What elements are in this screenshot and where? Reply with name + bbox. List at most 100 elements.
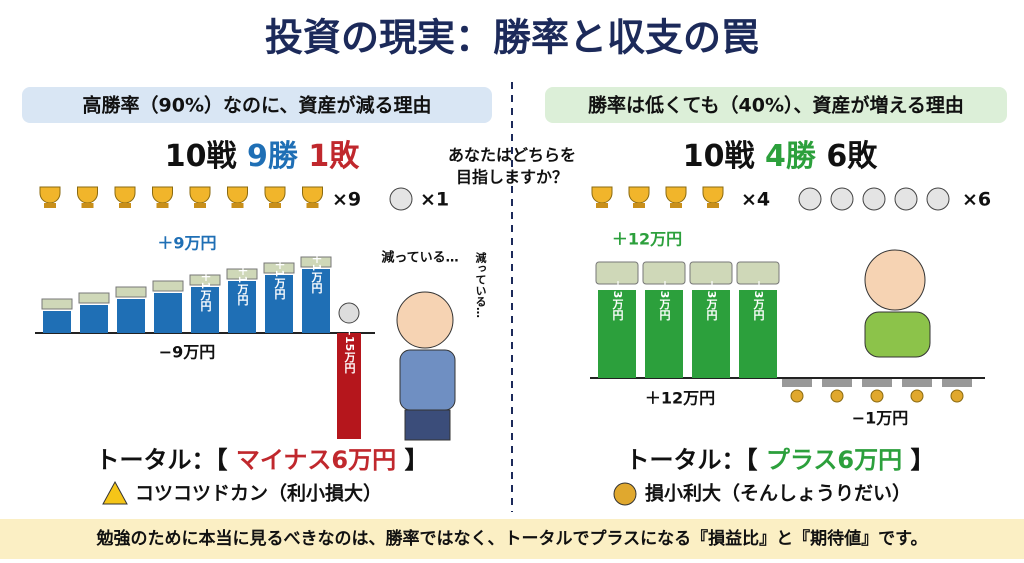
count: ×1	[420, 189, 449, 211]
trophy-icon	[39, 186, 61, 204]
speech: 減っている…	[381, 250, 458, 266]
total-part: マイナス6万円	[236, 446, 396, 474]
win-bar	[154, 293, 182, 333]
loss-bar	[862, 379, 892, 387]
footer-band	[0, 519, 1024, 559]
win-bar	[43, 311, 71, 333]
trophy-icon	[633, 203, 645, 208]
coin-icon	[950, 389, 964, 403]
bar-label: ＋1万円	[236, 265, 250, 306]
win-bar	[80, 305, 108, 333]
question: 目指しますか？	[456, 168, 568, 187]
total: トータル：【 プラス6万円 】	[626, 446, 935, 474]
total-part: トータル：【	[96, 446, 228, 474]
bar-label: ＋1万円	[199, 271, 213, 312]
cash-icon	[78, 292, 110, 304]
count: ×4	[741, 189, 770, 211]
bar-label: −15万円	[343, 327, 357, 374]
trophy-icon	[227, 186, 248, 204]
cash-icon	[263, 262, 295, 274]
bar-label: 減っている…	[474, 251, 487, 318]
trophy-icon	[81, 203, 94, 208]
trophy-icon	[269, 203, 281, 208]
cash-icon	[226, 268, 258, 280]
cash-icon	[595, 261, 639, 285]
coin-icon	[910, 389, 924, 403]
loss-bar	[782, 379, 812, 387]
trophy-icon	[231, 203, 244, 208]
trophy-icon	[114, 186, 136, 204]
record: 10戦 9勝 1敗	[165, 139, 360, 174]
skull-icon	[338, 302, 360, 324]
win-bar	[228, 281, 256, 333]
trophy-icon	[44, 203, 56, 208]
win-bar	[598, 290, 636, 378]
subtitle-box	[545, 87, 1007, 123]
person-body	[399, 349, 456, 411]
bar-label: ＋3万円	[658, 280, 672, 321]
count: ×9	[332, 189, 361, 211]
win-bar	[739, 290, 777, 378]
gain-total: ＋12万円	[645, 389, 715, 408]
record-part: 6敗	[826, 139, 878, 174]
cash-icon	[300, 256, 332, 268]
win-bar	[692, 290, 730, 378]
record-part: 10戦	[165, 139, 237, 174]
total-part: トータル：【	[626, 446, 758, 474]
trophy-icon	[189, 186, 211, 204]
skull-icon	[389, 187, 413, 211]
cash-icon	[41, 298, 73, 310]
skull-icon	[926, 187, 950, 211]
trophy-icon	[119, 203, 131, 208]
trophy-icon	[156, 203, 169, 208]
bar-label: ＋1万円	[273, 259, 287, 300]
win-bar	[191, 287, 219, 333]
cash-icon	[189, 274, 221, 286]
record: 10戦 4勝 6敗	[683, 139, 878, 174]
trophy-icon	[306, 203, 319, 208]
trophy-icon	[596, 203, 608, 208]
trophy-icon	[264, 186, 286, 204]
cash-icon	[152, 280, 184, 292]
total-part: 】	[404, 446, 428, 474]
bar-label: ＋3万円	[705, 280, 719, 321]
trophy-icon	[702, 186, 724, 204]
bar-label: ＋3万円	[611, 280, 625, 321]
person-body	[864, 311, 931, 358]
title: 投資の現実：勝率と収支の罠	[265, 16, 759, 60]
motto: コツコツドカン（利小損大）	[135, 482, 382, 505]
footer: 勉強のために本当に見るべきなのは、勝率ではなく、トータルでプラスになる『損益比』…	[96, 528, 928, 549]
record-part: 9勝	[247, 139, 299, 174]
cash-icon	[736, 261, 780, 285]
warning-icon	[102, 480, 128, 505]
loss-bar	[822, 379, 852, 387]
cash-icon	[642, 261, 686, 285]
loss-bar	[942, 379, 972, 387]
gain-label: ＋9万円	[157, 234, 216, 253]
subtitle-box	[22, 87, 492, 123]
trophy-icon	[670, 203, 682, 208]
trophy-icon	[302, 186, 323, 204]
trophy-icon	[628, 186, 650, 204]
record-part: 4勝	[765, 139, 817, 174]
person-head	[864, 249, 926, 311]
loss-label: −1万円	[852, 409, 909, 428]
skull-icon	[862, 187, 886, 211]
subtitle: 高勝率（90%）なのに、資産が減る理由	[83, 94, 432, 117]
medal-icon	[613, 482, 637, 506]
loss-bar	[337, 333, 361, 439]
trophy-icon	[77, 186, 98, 204]
trophy-icon	[665, 186, 687, 204]
bar-label: ＋3万円	[752, 280, 766, 321]
gain-label: ＋12万円	[612, 230, 682, 249]
win-bar	[117, 299, 145, 333]
win-bar	[265, 275, 293, 333]
loss-bar	[902, 379, 932, 387]
subtitle: 勝率は低くても（40%）、資産が増える理由	[588, 94, 964, 117]
count: ×6	[962, 189, 991, 211]
coin-icon	[870, 389, 884, 403]
skull-icon	[830, 187, 854, 211]
total: トータル：【 マイナス6万円 】	[96, 446, 429, 474]
total-part: プラス6万円	[766, 446, 902, 474]
